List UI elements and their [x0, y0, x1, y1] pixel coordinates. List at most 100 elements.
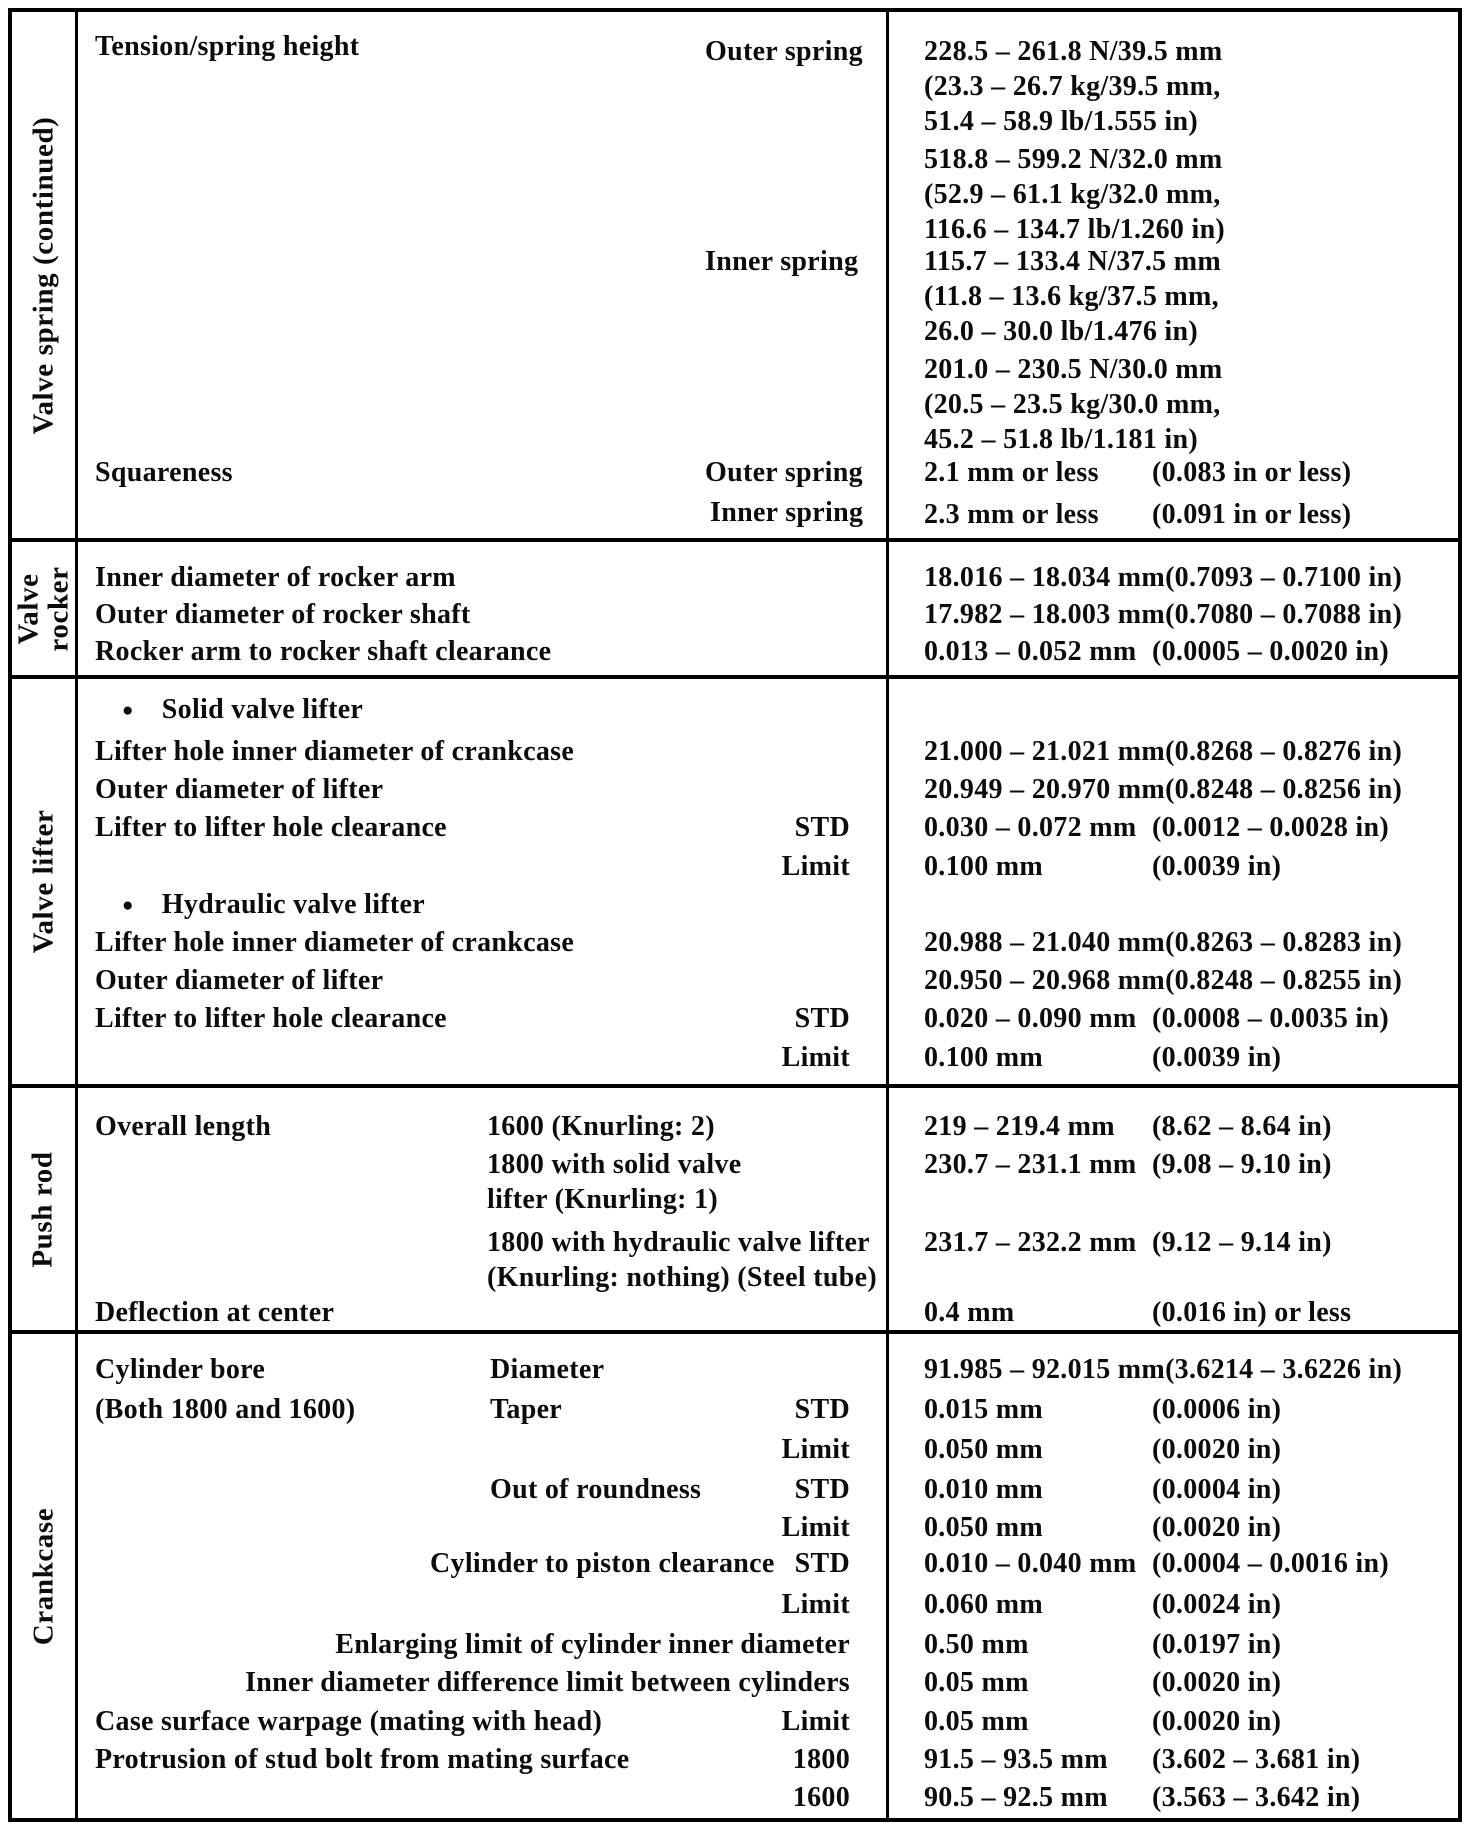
value-imperial: (0.7093 – 0.7100 in)	[1165, 562, 1403, 593]
value-metric: 90.5 – 92.5 mm	[924, 1782, 1108, 1813]
value-imperial: (0.0020 in)	[1152, 1434, 1282, 1465]
condition-label: 1800	[792, 1744, 850, 1775]
value-row: 20.949 – 20.970 mm (0.8248 – 0.8256 in)	[924, 775, 1402, 805]
variant-label: 1800 with solid valve	[487, 1149, 742, 1180]
value-row: 91.5 – 93.5 mm (3.602 – 3.681 in)	[924, 1745, 1360, 1775]
condition-label: STD	[794, 1474, 850, 1505]
row-label: Outer diameter of lifter	[95, 965, 384, 996]
spring-type-label-outer: Outer spring	[705, 457, 863, 488]
value-imperial: (0.0024 in)	[1152, 1589, 1282, 1620]
divider-pushrod-crankcase	[12, 1330, 1458, 1334]
value-row: 0.010 – 0.040 mm (0.0004 – 0.0016 in)	[924, 1549, 1389, 1579]
value-row: 21.000 – 21.021 mm (0.8268 – 0.8276 in)	[924, 737, 1402, 767]
value-imperial: (9.08 – 9.10 in)	[1152, 1149, 1332, 1180]
value-row: 17.982 – 18.003 mm (0.7080 – 0.7088 in)	[924, 600, 1402, 630]
value-imperial: (0.016 in) or less	[1152, 1297, 1352, 1328]
row-label-cylinder-bore: Cylinder bore	[95, 1354, 266, 1385]
divider-rocker-lifter	[12, 675, 1458, 679]
value-line: (23.3 – 26.7 kg/39.5 mm,	[924, 71, 1221, 102]
value-imperial: (0.0039 in)	[1152, 1042, 1282, 1073]
spring-type-label-inner: Inner spring	[705, 246, 859, 277]
measure-label: Cylinder to piston clearance	[430, 1548, 775, 1579]
row-label: Lifter hole inner diameter of crankcase	[95, 736, 575, 767]
value-row: 0.50 mm (0.0197 in)	[924, 1630, 1281, 1660]
value-metric: 0.013 – 0.052 mm	[924, 636, 1137, 667]
value-row: 18.016 – 18.034 mm (0.7093 – 0.7100 in)	[924, 563, 1402, 593]
section-label-push-rod: Push rod	[27, 1150, 60, 1268]
value-row: 0.100 mm (0.0039 in)	[924, 852, 1281, 882]
measure-label: Diameter	[490, 1354, 605, 1385]
divider-spring-rocker	[12, 538, 1458, 542]
value-metric: 0.4 mm	[924, 1297, 1015, 1328]
condition-label: STD	[794, 1003, 850, 1034]
condition-label: Limit	[781, 1512, 850, 1543]
value-imperial: (0.0020 in)	[1152, 1667, 1282, 1698]
section-cell-crankcase: Crankcase	[12, 1334, 75, 1818]
value-row: 0.05 mm (0.0020 in)	[924, 1707, 1281, 1737]
row-label: Lifter to lifter hole clearance	[95, 1003, 447, 1034]
value-imperial: (0.0020 in)	[1152, 1512, 1282, 1543]
value-metric: 0.060 mm	[924, 1589, 1044, 1620]
variant-label: 1600 (Knurling: 2)	[487, 1111, 715, 1142]
value-row: 231.7 – 232.2 mm (9.12 – 9.14 in)	[924, 1228, 1332, 1258]
row-sublabel-cylinder-bore: (Both 1800 and 1600)	[95, 1394, 356, 1425]
condition-label: 1600	[792, 1782, 850, 1813]
value-row: 91.985 – 92.015 mm (3.6214 – 3.6226 in)	[924, 1355, 1402, 1385]
row-label-overall-length: Overall length	[95, 1111, 272, 1142]
section-label-valve-spring: Valve spring (continued)	[27, 116, 59, 434]
value-imperial: (0.8248 – 0.8256 in)	[1165, 774, 1403, 805]
spring-type-label-outer: Outer spring	[705, 36, 863, 67]
value-line: 115.7 – 133.4 N/37.5 mm	[924, 246, 1222, 277]
value-metric: 20.949 – 20.970 mm	[924, 774, 1166, 805]
value-line: 45.2 – 51.8 lb/1.181 in)	[924, 424, 1199, 455]
row-label: Outer diameter of lifter	[95, 774, 384, 805]
value-imperial: (0.0004 – 0.0016 in)	[1152, 1548, 1389, 1579]
value-row: 90.5 – 92.5 mm (3.563 – 3.642 in)	[924, 1783, 1360, 1813]
value-metric: 0.50 mm	[924, 1629, 1029, 1660]
value-imperial: (0.0008 – 0.0035 in)	[1152, 1003, 1389, 1034]
value-row: 20.950 – 20.968 mm (0.8248 – 0.8255 in)	[924, 966, 1402, 996]
value-metric: 0.050 mm	[924, 1512, 1044, 1543]
value-line: (52.9 – 61.1 kg/32.0 mm,	[924, 179, 1221, 210]
row-label: Outer diameter of rocker shaft	[95, 599, 471, 630]
value-metric: 0.010 – 0.040 mm	[924, 1548, 1137, 1579]
value-line: 116.6 – 134.7 lb/1.260 in)	[924, 214, 1226, 245]
row-label-right-aligned: Inner diameter difference limit between …	[245, 1667, 850, 1698]
condition-label: Limit	[781, 1042, 850, 1073]
condition-label: STD	[794, 1394, 850, 1425]
value-row: 0.020 – 0.090 mm (0.0008 – 0.0035 in)	[924, 1004, 1389, 1034]
values-column-divider	[886, 12, 889, 1818]
value-metric: 0.030 – 0.072 mm	[924, 812, 1137, 843]
value-imperial: (0.0197 in)	[1152, 1629, 1282, 1660]
value-metric: 0.05 mm	[924, 1667, 1029, 1698]
spring-type-label-inner: Inner spring	[710, 497, 864, 528]
value-metric: 91.5 – 93.5 mm	[924, 1744, 1108, 1775]
value-metric: 231.7 – 232.2 mm	[924, 1227, 1137, 1258]
value-row: 0.100 mm (0.0039 in)	[924, 1043, 1281, 1073]
value-metric: 0.100 mm	[924, 1042, 1044, 1073]
variant-label: 1800 with hydraulic valve lifter	[487, 1227, 870, 1258]
section-label-valve-lifter: Valve lifter	[27, 809, 59, 954]
value-row: 230.7 – 231.1 mm (9.08 – 9.10 in)	[924, 1150, 1332, 1180]
value-imperial: (0.0004 in)	[1152, 1474, 1282, 1505]
value-imperial: (8.62 – 8.64 in)	[1152, 1111, 1332, 1142]
value-imperial: (0.0005 – 0.0020 in)	[1152, 636, 1389, 667]
value-row: 2.1 mm or less (0.083 in or less)	[924, 458, 1351, 488]
value-row: 0.010 mm (0.0004 in)	[924, 1475, 1281, 1505]
row-label-tension: Tension/spring height	[95, 31, 360, 62]
value-metric: 20.988 – 21.040 mm	[924, 927, 1166, 958]
condition-label: Limit	[781, 1589, 850, 1620]
section-cell-valve-spring: Valve spring (continued)	[12, 12, 75, 538]
value-row: 20.988 – 21.040 mm (0.8263 – 0.8283 in)	[924, 928, 1402, 958]
value-imperial: (0.091 in or less)	[1152, 499, 1352, 530]
subsection-heading-hydraulic: ● Hydraulic valve lifter	[122, 890, 425, 923]
value-row: 0.060 mm (0.0024 in)	[924, 1590, 1281, 1620]
value-metric: 20.950 – 20.968 mm	[924, 965, 1166, 996]
bullet-icon: ●	[122, 700, 134, 721]
row-label: Lifter hole inner diameter of crankcase	[95, 927, 575, 958]
value-metric: 0.05 mm	[924, 1706, 1029, 1737]
subsection-heading-text: Solid valve lifter	[161, 694, 364, 725]
value-line: 201.0 – 230.5 N/30.0 mm	[924, 354, 1223, 385]
value-metric: 0.015 mm	[924, 1394, 1044, 1425]
